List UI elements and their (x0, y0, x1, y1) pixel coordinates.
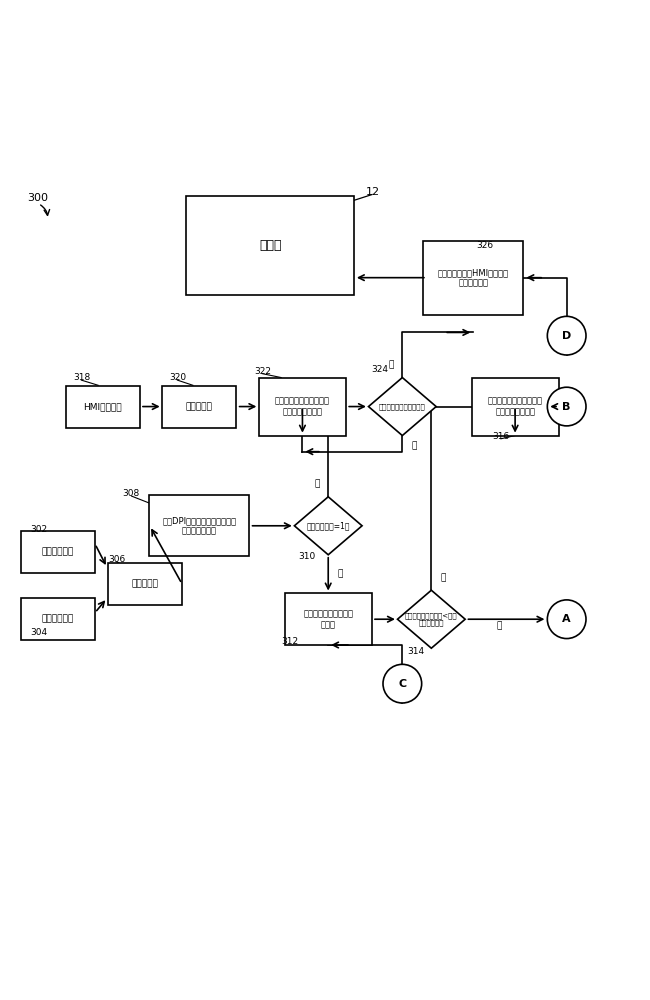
Text: 宽度和高度比=1？: 宽度和高度比=1？ (306, 521, 350, 530)
Text: 当前系统配置: 当前系统配置 (42, 615, 73, 624)
FancyBboxPatch shape (285, 593, 372, 645)
FancyBboxPatch shape (66, 386, 140, 428)
Polygon shape (369, 378, 436, 436)
Circle shape (547, 600, 586, 639)
Text: 使用缩放因子计算宽度
和高度: 使用缩放因子计算宽度 和高度 (303, 610, 353, 629)
FancyBboxPatch shape (21, 531, 95, 572)
Text: 配置解析器: 配置解析器 (131, 579, 158, 588)
Text: B: B (562, 402, 571, 412)
FancyBboxPatch shape (259, 378, 346, 436)
FancyBboxPatch shape (21, 598, 95, 640)
Text: 312: 312 (281, 637, 298, 646)
Text: 12: 12 (365, 187, 380, 197)
Text: 否: 否 (337, 570, 343, 579)
Text: 324: 324 (371, 365, 389, 374)
Text: 314: 314 (408, 647, 424, 656)
Text: 是: 是 (389, 360, 394, 369)
Text: 316: 316 (493, 432, 510, 441)
Text: C: C (398, 679, 406, 689)
Text: HMI应用程序: HMI应用程序 (83, 402, 122, 411)
Text: 326: 326 (476, 241, 493, 250)
Text: 基准系统配置: 基准系统配置 (42, 547, 73, 556)
Text: A: A (562, 614, 571, 624)
FancyBboxPatch shape (150, 495, 250, 556)
FancyBboxPatch shape (187, 196, 354, 295)
Text: 否: 否 (440, 573, 446, 582)
Text: 318: 318 (73, 373, 90, 382)
Text: 用缓存区上的基准宽度和
高度绘制每个部件: 用缓存区上的基准宽度和 高度绘制每个部件 (275, 397, 330, 416)
Text: 300: 300 (27, 193, 48, 203)
Text: 304: 304 (30, 628, 47, 637)
Text: 322: 322 (254, 367, 271, 376)
FancyBboxPatch shape (162, 386, 237, 428)
Text: 是: 是 (497, 621, 502, 630)
FancyBboxPatch shape (472, 378, 558, 436)
Text: 请求缓存区: 请求缓存区 (186, 402, 213, 411)
Text: 部件新的高度或宽度<最小
高度或宽度？: 部件新的高度或宽度<最小 高度或宽度？ (405, 612, 458, 626)
FancyBboxPatch shape (107, 563, 181, 605)
Text: 向窗口管理器（HMI管理器）
发送缓存内容: 向窗口管理器（HMI管理器） 发送缓存内容 (437, 268, 509, 287)
Text: 302: 302 (30, 524, 47, 534)
Text: 在为DPI补偿之后计算缩放因子
（宽度、高度）: 在为DPI补偿之后计算缩放因子 （宽度、高度） (162, 516, 237, 535)
Polygon shape (294, 497, 362, 555)
Text: 显示器: 显示器 (259, 239, 281, 252)
Polygon shape (398, 590, 465, 648)
Circle shape (547, 316, 586, 355)
Text: D: D (562, 331, 571, 341)
Text: 否: 否 (411, 441, 417, 450)
Text: 320: 320 (169, 373, 186, 382)
Text: 全部部件是否绘制完成？: 全部部件是否绘制完成？ (379, 403, 426, 410)
Text: 用缓存区上的新的宽度和
高度绘制每个部件: 用缓存区上的新的宽度和 高度绘制每个部件 (488, 397, 543, 416)
Text: 是: 是 (315, 479, 320, 488)
Circle shape (547, 387, 586, 426)
Text: 310: 310 (298, 552, 315, 561)
Text: 306: 306 (109, 555, 125, 564)
Circle shape (383, 664, 422, 703)
Text: 308: 308 (122, 489, 139, 498)
FancyBboxPatch shape (423, 241, 523, 315)
